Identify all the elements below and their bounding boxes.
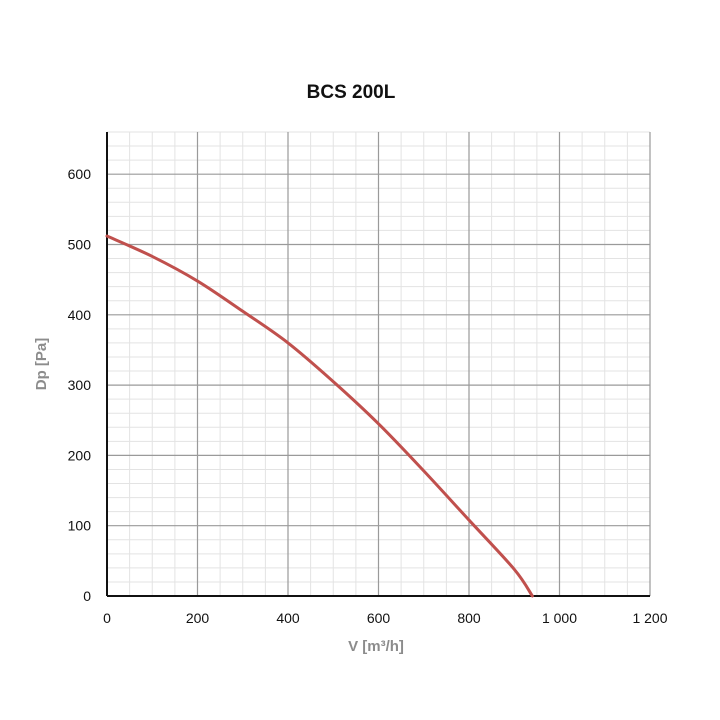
x-tick-label: 1 200 — [632, 610, 667, 626]
y-axis-label: Dp [Pa] — [33, 338, 50, 391]
y-tick-label: 400 — [68, 307, 92, 323]
major-grid — [107, 132, 651, 596]
x-tick-label: 200 — [186, 610, 210, 626]
y-tick-label: 500 — [68, 236, 92, 252]
y-tick-label: 0 — [83, 588, 91, 604]
x-tick-label: 600 — [367, 610, 391, 626]
x-tick-label: 800 — [457, 610, 481, 626]
series-line — [105, 234, 534, 598]
y-tick-label: 200 — [68, 447, 92, 463]
chart-title: BCS 200L — [307, 82, 396, 103]
x-tick-labels: 0 200 400 600 800 1 000 1 200 — [103, 610, 668, 626]
x-tick-label: 0 — [103, 610, 111, 626]
axes — [106, 132, 650, 597]
series-group — [105, 234, 534, 598]
x-tick-label: 1 000 — [542, 610, 577, 626]
y-tick-labels: 0 100 200 300 400 500 600 — [68, 166, 92, 604]
y-tick-label: 600 — [68, 166, 92, 182]
y-tick-label: 300 — [68, 377, 92, 393]
x-axis-label: V [m³/h] — [348, 638, 404, 655]
y-tick-label: 100 — [68, 518, 92, 534]
x-tick-label: 400 — [276, 610, 300, 626]
